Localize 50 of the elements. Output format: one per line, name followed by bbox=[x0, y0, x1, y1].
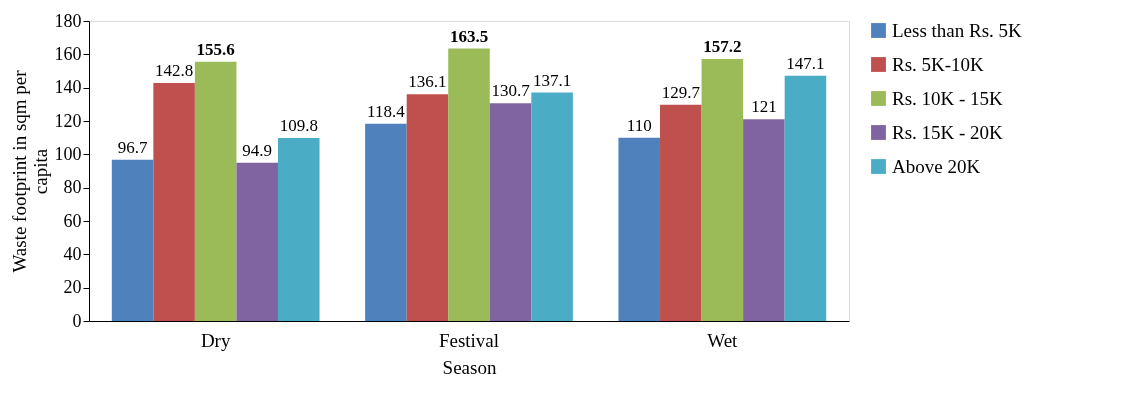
bar bbox=[153, 83, 195, 321]
data-label: 147.1 bbox=[786, 53, 825, 73]
y-tick-label: 140 bbox=[54, 77, 82, 98]
y-axis-title: Waste footprint in sqm per capita bbox=[8, 69, 51, 273]
y-tick-label: 80 bbox=[63, 177, 82, 198]
bar bbox=[618, 137, 661, 321]
x-tick-label: Festival bbox=[438, 329, 500, 351]
y-tick-label: 0 bbox=[72, 310, 82, 331]
bar bbox=[236, 162, 278, 321]
bar bbox=[489, 103, 532, 321]
bar bbox=[743, 119, 785, 321]
data-label: 118.4 bbox=[367, 101, 406, 121]
data-label: 157.2 bbox=[703, 37, 742, 56]
y-tick-label: 180 bbox=[54, 10, 82, 31]
data-label: 155.6 bbox=[196, 39, 235, 59]
data-label: 96.7 bbox=[117, 137, 148, 157]
data-label: 121 bbox=[751, 97, 777, 117]
y-tick-label: 100 bbox=[54, 143, 82, 164]
data-label: 136.1 bbox=[408, 72, 447, 92]
y-tick-label: 160 bbox=[54, 43, 82, 64]
bar bbox=[701, 59, 744, 321]
legend-label: Above 20K bbox=[892, 155, 981, 177]
data-label: 137.1 bbox=[532, 70, 572, 90]
y-tick-label: 20 bbox=[63, 277, 82, 298]
bar bbox=[784, 75, 827, 321]
data-label: 142.8 bbox=[154, 61, 194, 80]
bar bbox=[111, 159, 154, 321]
bar bbox=[531, 92, 573, 321]
legend-label: Rs. 15K - 20K bbox=[892, 121, 1004, 143]
data-label: 163.5 bbox=[449, 26, 489, 46]
bar bbox=[406, 94, 449, 321]
bar bbox=[194, 61, 237, 321]
legend-label: Less than Rs. 5K bbox=[892, 19, 1023, 41]
bar bbox=[448, 48, 490, 321]
y-tick-label: 40 bbox=[63, 243, 82, 264]
bar bbox=[365, 123, 407, 321]
legend-label: Rs. 10K - 15K bbox=[892, 87, 1004, 109]
x-tick-label: Dry bbox=[200, 329, 231, 351]
bar bbox=[660, 104, 702, 321]
x-axis-title: Season bbox=[442, 356, 497, 378]
bar bbox=[277, 138, 320, 321]
legend-label: Rs. 5K-10K bbox=[892, 53, 985, 75]
data-label: 129.7 bbox=[661, 82, 701, 102]
data-label: 94.9 bbox=[242, 140, 273, 160]
x-tick-label: Wet bbox=[707, 329, 739, 351]
data-label: 130.7 bbox=[491, 81, 531, 101]
data-label: 110 bbox=[626, 115, 652, 135]
y-tick-label: 60 bbox=[63, 210, 82, 231]
data-label: 109.8 bbox=[279, 116, 318, 135]
y-tick-label: 120 bbox=[54, 110, 82, 131]
